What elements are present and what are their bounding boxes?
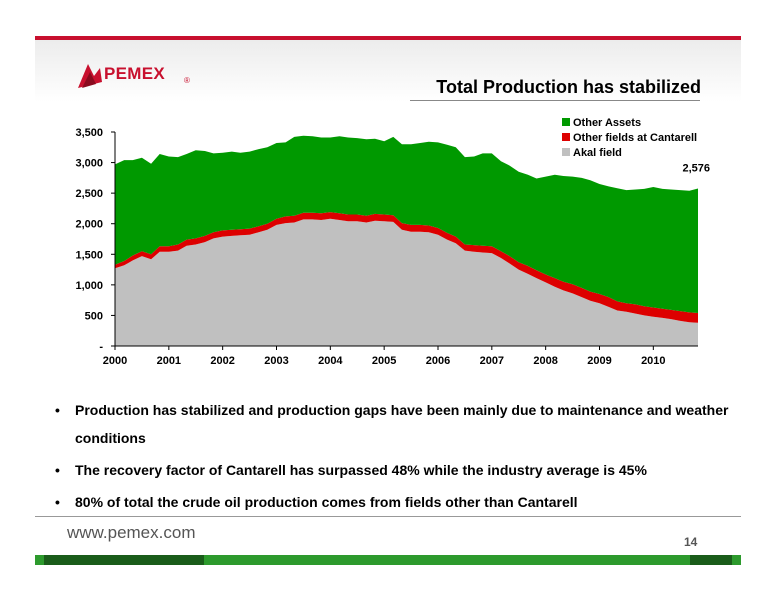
legend-swatch [562, 118, 570, 126]
area-series-0 [115, 218, 698, 346]
x-tick-label: 2004 [318, 355, 343, 367]
y-tick-label: 3,000 [75, 158, 103, 170]
y-tick-label: 2,000 [75, 219, 103, 231]
footer-rule [35, 516, 741, 517]
top-accent-bar [35, 36, 741, 40]
y-tick-label: - [99, 341, 103, 353]
brand-name: PEMEX [104, 64, 166, 83]
x-tick-label: 2005 [372, 355, 396, 367]
legend-label: Akal field [573, 147, 622, 159]
pemex-eagle-logo-icon [78, 64, 102, 88]
x-tick-label: 2009 [587, 355, 611, 367]
bullet-item: • 80% of total the crude oil production c… [55, 488, 745, 516]
y-tick-label: 2,500 [75, 188, 103, 200]
legend-label: Other Assets [573, 117, 641, 129]
bullet-item: • Production has stabilized and productio… [55, 396, 745, 452]
header-band [35, 40, 741, 102]
bullet-dot: • [55, 462, 60, 478]
legend-swatch [562, 133, 570, 141]
y-tick-label: 500 [85, 310, 103, 322]
page-number: 14 [684, 535, 698, 549]
y-tick-label: 1,500 [75, 249, 103, 261]
bottom-bar-segment [690, 555, 732, 565]
x-tick-label: 2002 [210, 355, 234, 367]
x-tick-label: 2008 [533, 355, 557, 367]
bullet-text: 80% of total the crude oil production co… [75, 494, 578, 510]
area-series-2 [115, 135, 698, 313]
website-url: www.pemex.com [67, 523, 196, 542]
y-tick-label: 1,000 [75, 280, 103, 292]
y-tick-label: 3,500 [75, 127, 103, 139]
x-tick-label: 2003 [264, 355, 288, 367]
x-tick-label: 2010 [641, 355, 665, 367]
x-tick-label: 2006 [426, 355, 450, 367]
data-label: 2,576 [682, 162, 710, 174]
x-tick-label: 2001 [157, 355, 181, 367]
legend-swatch [562, 148, 570, 156]
x-tick-label: 2007 [480, 355, 504, 367]
brand-reg-mark: ® [184, 76, 190, 85]
bullet-list: • Production has stabilized and productio… [55, 396, 745, 520]
bottom-bar-segment [44, 555, 204, 565]
bottom-accent-bar [35, 555, 741, 565]
bullet-dot: • [55, 402, 60, 418]
production-chart: - 500 1,000 1,500 2,000 2,500 3,000 3,500 2000 20… [75, 117, 710, 367]
bullet-text: Production has stabilized and production… [75, 402, 729, 446]
title-underline [410, 100, 700, 101]
legend-label: Other fields at Cantarell [573, 132, 697, 144]
bullet-text: The recovery factor of Cantarell has sur… [75, 462, 647, 478]
page-title: Total Production has stabilized [436, 77, 701, 97]
x-tick-label: 2000 [103, 355, 127, 367]
bullet-dot: • [55, 494, 60, 510]
bullet-item: • The recovery factor of Cantarell has su… [55, 456, 745, 484]
area-series-1 [115, 212, 698, 323]
